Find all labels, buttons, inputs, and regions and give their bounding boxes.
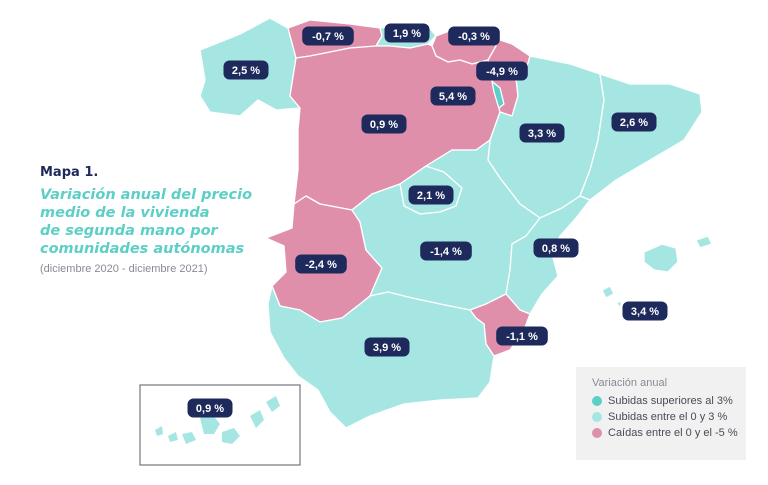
value-label: 0,9 % bbox=[196, 403, 224, 415]
region-cataluna[interactable] bbox=[579, 73, 703, 201]
canarias-island[interactable] bbox=[200, 414, 220, 434]
value-badge-bg bbox=[408, 185, 454, 205]
value-label: 2,6 % bbox=[620, 117, 648, 129]
value-badge-canarias: 0,9 % bbox=[187, 398, 233, 418]
region-andalucia[interactable] bbox=[267, 285, 495, 429]
value-badge-extremadura: -2,4 % bbox=[295, 254, 347, 274]
value-badge-bg bbox=[519, 123, 565, 143]
canarias-island[interactable] bbox=[266, 396, 280, 412]
legend-label: Subidas entre el 0 y 3 % bbox=[608, 411, 728, 423]
value-badge-baleares: 3,4 % bbox=[622, 301, 668, 321]
value-badge-bg bbox=[496, 326, 548, 346]
value-badge-bg bbox=[611, 112, 657, 132]
value-badge-navarra: -4,9 % bbox=[476, 61, 528, 81]
value-badge-valencia: 0,8 % bbox=[533, 238, 579, 258]
legend-item: Caídas entre el 0 y el -5 % bbox=[592, 427, 746, 439]
value-badge-asturias: -0,7 % bbox=[302, 26, 354, 46]
value-badge-madrid: 2,1 % bbox=[408, 185, 454, 205]
legend-title: Variación anual bbox=[592, 377, 668, 389]
value-label: 2,1 % bbox=[417, 190, 445, 202]
value-label: -1,1 % bbox=[506, 331, 538, 343]
value-badge-bg bbox=[223, 60, 269, 80]
map-title-line: Variación anual del precio bbox=[40, 187, 253, 203]
value-badge-castilla-leon: 0,9 % bbox=[361, 114, 407, 134]
value-badge-murcia: -1,1 % bbox=[496, 326, 548, 346]
map-number: Mapa 1. bbox=[40, 165, 99, 180]
value-badge-bg bbox=[533, 238, 579, 258]
value-label: 0,8 % bbox=[542, 243, 570, 255]
value-label: -4,9 % bbox=[486, 66, 518, 78]
map-period: (diciembre 2020 - diciembre 2021) bbox=[40, 263, 208, 275]
value-badge-bg bbox=[361, 114, 407, 134]
value-label: -0,7 % bbox=[312, 31, 344, 43]
legend-label: Caídas entre el 0 y el -5 % bbox=[608, 427, 738, 439]
value-label: -0,3 % bbox=[458, 31, 490, 43]
canarias-inset-frame bbox=[139, 384, 301, 466]
region-baleares-formentera[interactable] bbox=[615, 301, 623, 309]
value-badge-bg bbox=[476, 61, 528, 81]
value-badge-bg bbox=[430, 86, 476, 106]
canarias-island[interactable] bbox=[168, 432, 178, 442]
value-badge-bg bbox=[302, 26, 354, 46]
value-badge-aragon: 3,3 % bbox=[519, 123, 565, 143]
value-badge-bg bbox=[622, 301, 668, 321]
value-badge-andalucia: 3,9 % bbox=[364, 337, 410, 357]
value-badge-castilla-la-mancha: -1,4 % bbox=[420, 241, 472, 261]
value-label: 0,9 % bbox=[370, 119, 398, 131]
legend: Variación anual Subidas superiores al 3%… bbox=[576, 367, 746, 460]
map-title: Variación anual del precio medio de la v… bbox=[40, 186, 280, 258]
legend-swatch-dark-teal bbox=[592, 396, 602, 406]
canarias-island[interactable] bbox=[250, 410, 264, 428]
region-baleares-menorca[interactable] bbox=[695, 235, 713, 249]
legend-label: Subidas superiores al 3% bbox=[608, 395, 733, 407]
map-title-line: de segunda mano por bbox=[40, 223, 218, 239]
value-badge-galicia: 2,5 % bbox=[223, 60, 269, 80]
value-label: -1,4 % bbox=[430, 246, 462, 258]
value-label: 2,5 % bbox=[232, 65, 260, 77]
value-label: 3,3 % bbox=[528, 128, 556, 140]
value-label: 1,9 % bbox=[393, 28, 421, 40]
map-title-block: Mapa 1. Variación anual del precio medio… bbox=[40, 165, 280, 275]
region-baleares-mallorca[interactable] bbox=[643, 243, 679, 273]
legend-item: Subidas superiores al 3% bbox=[592, 395, 746, 407]
canarias-island[interactable] bbox=[222, 428, 240, 444]
value-badge-pais-vasco: -0,3 % bbox=[448, 26, 500, 46]
canarias-island[interactable] bbox=[182, 432, 196, 444]
value-badge-bg bbox=[448, 26, 500, 46]
value-badge-la-rioja: 5,4 % bbox=[430, 86, 476, 106]
map-title-line: medio de la vivienda bbox=[40, 205, 210, 221]
region-baleares-ibiza[interactable] bbox=[601, 285, 615, 299]
value-label: 3,9 % bbox=[373, 342, 401, 354]
value-badge-cataluna: 2,6 % bbox=[611, 112, 657, 132]
value-badge-bg bbox=[384, 23, 430, 43]
value-badge-bg bbox=[420, 241, 472, 261]
value-badge-bg bbox=[295, 254, 347, 274]
value-badge-bg bbox=[364, 337, 410, 357]
legend-item: Subidas entre el 0 y 3 % bbox=[592, 411, 746, 423]
canarias-island[interactable] bbox=[155, 426, 163, 436]
value-badge-cantabria: 1,9 % bbox=[384, 23, 430, 43]
map-title-line: comunidades autónomas bbox=[40, 241, 245, 257]
value-badge-bg bbox=[187, 398, 233, 418]
value-label: -2,4 % bbox=[305, 259, 337, 271]
legend-swatch-pink bbox=[592, 428, 602, 438]
legend-swatch-light-teal bbox=[592, 412, 602, 422]
value-label: 3,4 % bbox=[631, 306, 659, 318]
value-label: 5,4 % bbox=[439, 91, 467, 103]
